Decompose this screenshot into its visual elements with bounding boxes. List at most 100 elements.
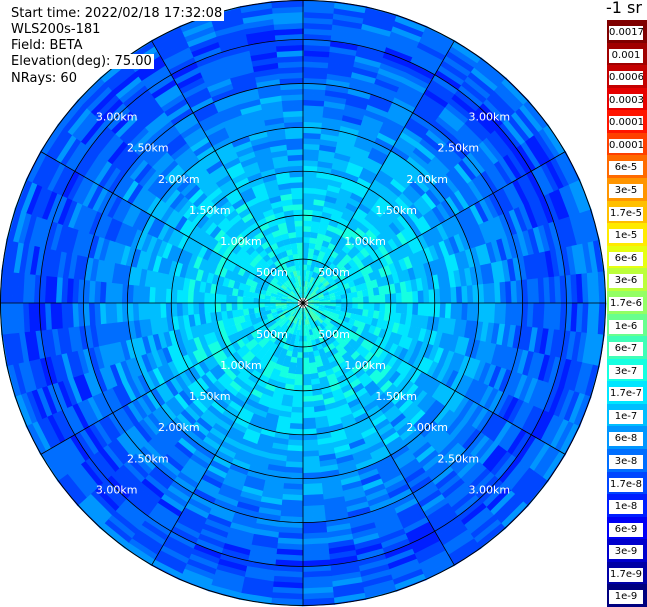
ppi-cell [174,215,188,232]
ppi-cell [252,62,280,73]
ppi-cell [521,173,540,201]
ppi-cell [196,145,216,161]
ppi-cell [218,232,230,245]
ppi-cell [170,142,191,161]
ppi-cell [20,392,38,424]
ppi-cell [275,319,283,326]
ppi-cell [492,392,509,417]
ppi-cell [253,343,263,353]
ppi-cell [282,238,291,246]
ppi-cell [339,289,347,296]
ppi-cell [179,327,189,343]
ppi-cell [376,459,397,475]
ppi-cell [290,181,304,189]
ppi-cell [367,152,386,166]
ppi-cell [303,61,330,69]
ppi-cell [522,350,535,377]
ppi-cell [240,103,263,116]
ppi-cell [330,168,346,178]
ppi-cell [57,197,73,225]
ppi-cell [293,384,303,392]
ppi-cell [527,228,540,255]
ppi-cell [107,195,123,219]
ppi-cell [302,395,314,403]
ppi-cell [574,212,589,245]
ppi-cell [526,407,545,436]
ppi-cell [270,292,277,298]
ppi-cell [122,84,149,108]
ppi-cell [359,348,370,359]
ppi-cell [160,184,177,203]
ppi-cell [360,282,368,291]
ppi-cell [289,176,304,183]
ppi-cell [46,192,63,222]
ppi-cell [165,51,195,71]
ppi-cell [177,233,190,250]
ppi-cell [364,7,398,22]
ppi-cell [286,148,304,156]
ppi-cell [464,464,487,488]
ppi-cell [273,22,304,31]
ppi-cell [501,324,511,348]
ppi-cell [417,290,425,304]
ppi-cell [152,120,175,140]
ppi-cell [291,406,303,414]
ppi-cell [184,184,201,201]
ppi-cell [289,328,295,335]
ppi-cell [393,333,403,346]
ppi-cell [468,226,482,248]
ppi-cell [114,341,126,363]
ppi-cell [311,283,317,290]
ppi-cell [94,280,102,303]
ppi-cell [426,83,453,104]
ppi-cell [300,280,304,287]
ppi-cell [302,494,324,502]
ppi-cell [198,302,205,314]
ppi-cell [227,354,238,366]
ppi-cell [384,46,414,63]
ppi-cell [177,248,188,264]
ppi-cell [417,328,427,343]
ppi-cell [307,275,312,283]
ppi-cell [150,506,177,527]
ppi-cell [295,329,301,337]
ppi-cell [107,412,126,436]
ppi-cell [119,360,133,382]
ppi-cell [316,343,324,351]
ppi-cell [526,303,534,328]
ppi-cell [249,346,259,357]
ppi-cell [480,412,499,437]
ppi-cell [323,501,347,511]
ppi-cell [331,433,348,444]
ppi-cell [294,225,304,233]
ppi-cell [351,254,362,265]
ppi-cell [208,383,223,398]
ppi-cell [180,179,197,197]
ppi-cell [511,431,532,459]
ppi-cell [221,220,234,234]
ppi-cell [558,389,575,421]
ppi-cell [281,198,293,207]
ppi-cell [185,160,204,177]
ppi-cell [109,363,123,386]
ppi-cell [522,477,548,506]
ppi-cell [581,303,589,334]
ppi-cell [464,338,476,358]
ppi-cell [357,358,369,369]
ppi-cell [493,190,510,215]
ppi-cell [280,329,287,337]
ppi-cell [483,364,497,387]
ppi-cell [480,341,492,364]
ppi-cell [240,251,251,262]
ppi-cell [79,150,100,177]
ppi-cell [116,147,137,171]
ppi-cell [431,382,446,401]
ppi-cell [357,553,387,567]
ppi-cell [325,517,350,528]
ppi-cell [470,67,499,92]
ppi-cell [289,362,297,369]
ppi-cell [251,56,279,67]
ppi-cell [388,343,399,356]
ppi-cell [93,368,108,393]
ppi-cell [302,319,306,326]
